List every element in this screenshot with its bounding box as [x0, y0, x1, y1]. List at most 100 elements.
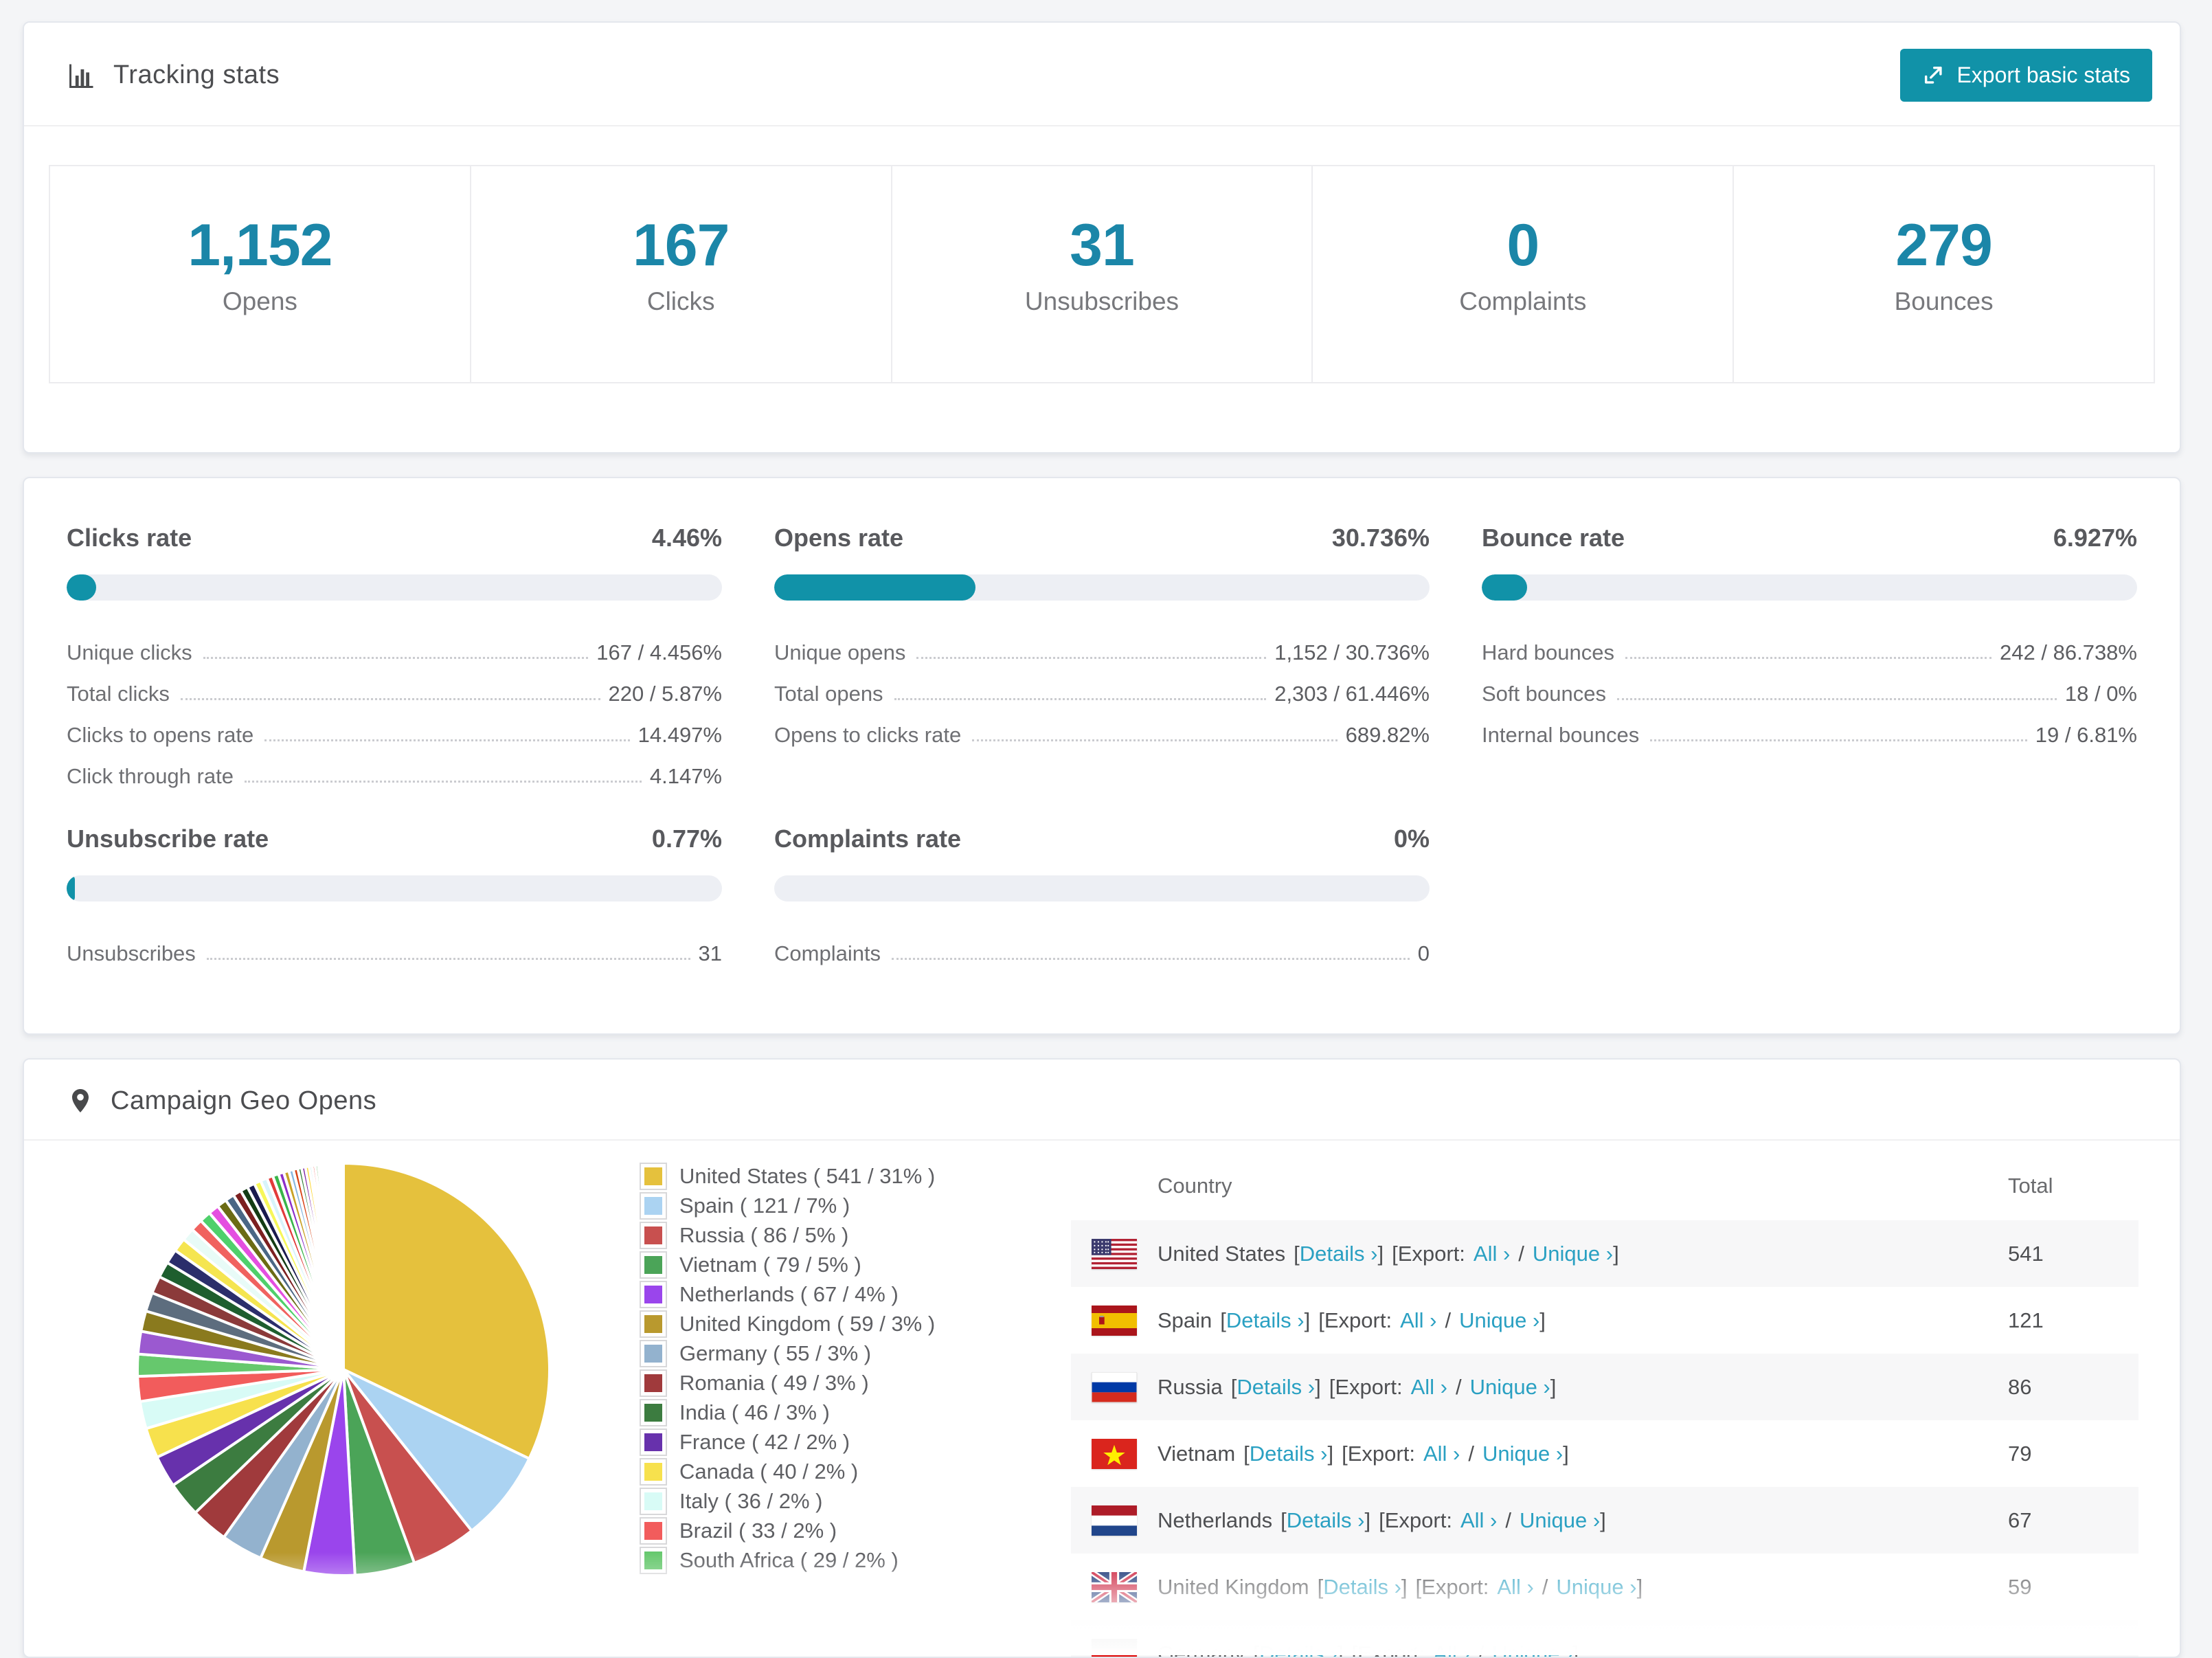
details-link[interactable]: Details › [1287, 1508, 1365, 1533]
export-label: Export: [1398, 1242, 1465, 1266]
dotted-leader [207, 958, 690, 960]
stat-box-clicks: 167 Clicks [470, 166, 891, 382]
export-all-link[interactable]: All › [1497, 1575, 1533, 1600]
geo-table-row-united-kingdom: United Kingdom [Details ›] [Export: All … [1071, 1554, 2138, 1620]
details-link[interactable]: Details › [1259, 1642, 1338, 1658]
export-unique-link[interactable]: Unique › [1492, 1642, 1572, 1658]
legend-label: Italy ( 36 / 2% ) [679, 1489, 822, 1514]
stat-row-label: Soft bounces [1482, 682, 1606, 706]
stat-value: 279 [1734, 216, 2154, 275]
country-total: 59 [2008, 1554, 2138, 1620]
export-basic-stats-button[interactable]: Export basic stats [1900, 49, 2152, 102]
progress-track [67, 875, 722, 901]
export-label: Export: [1335, 1375, 1402, 1400]
legend-label: Brazil ( 33 / 2% ) [679, 1519, 837, 1543]
stat-row-label: Hard bounces [1482, 640, 1614, 665]
dotted-leader [1617, 698, 2057, 700]
geo-table-row-spain: Spain [Details ›] [Export: All › / Uniqu… [1071, 1287, 2138, 1354]
details-link[interactable]: Details › [1250, 1442, 1328, 1466]
geo-table-row-united-states: United States [Details ›] [Export: All ›… [1071, 1220, 2138, 1287]
stat-label: Complaints [1313, 287, 1733, 316]
stat-row-soft-bounces: Soft bounces 18 / 0% [1482, 673, 2137, 715]
dotted-leader [203, 657, 589, 659]
export-label: Export: [1357, 1642, 1425, 1658]
dotted-leader [264, 739, 629, 741]
export-button-label: Export basic stats [1956, 63, 2130, 88]
stat-box-opens: 1,152 Opens [50, 166, 470, 382]
stat-row-value: 4.147% [650, 764, 722, 789]
export-unique-link[interactable]: Unique › [1470, 1375, 1550, 1400]
legend-item-russia: Russia ( 86 / 5% ) [641, 1220, 1026, 1250]
details-link[interactable]: Details › [1300, 1242, 1378, 1266]
stat-box-complaints: 0 Complaints [1311, 166, 1733, 382]
geo-table-row-vietnam: Vietnam [Details ›] [Export: All › / Uni… [1071, 1420, 2138, 1487]
stat-row-label: Unique clicks [67, 640, 192, 665]
legend-swatch [641, 1430, 666, 1455]
legend-swatch [641, 1341, 666, 1366]
legend-item-spain: Spain ( 121 / 7% ) [641, 1191, 1026, 1220]
export-all-link[interactable]: All › [1460, 1508, 1497, 1533]
legend-swatch [641, 1223, 666, 1248]
export-all-link[interactable]: All › [1433, 1642, 1469, 1658]
flag-ru-icon [1092, 1372, 1137, 1402]
stat-row-label: Opens to clicks rate [774, 723, 961, 748]
legend-item-united-states: United States ( 541 / 31% ) [641, 1161, 1026, 1191]
progress-track [774, 574, 1430, 601]
bar-chart-icon [67, 60, 97, 91]
export-unique-link[interactable]: Unique › [1459, 1308, 1539, 1333]
country-name: Germany [1158, 1642, 1245, 1658]
export-unique-link[interactable]: Unique › [1533, 1242, 1613, 1266]
flag-us-icon [1092, 1239, 1137, 1269]
country-name: Netherlands [1158, 1508, 1272, 1533]
stat-label: Opens [50, 287, 470, 316]
pie-legend: United States ( 541 / 31% ) Spain ( 121 … [641, 1161, 1026, 1575]
progress-fill [67, 574, 96, 601]
details-link[interactable]: Details › [1323, 1575, 1401, 1600]
stat-row-unique-opens: Unique opens 1,152 / 30.736% [774, 632, 1430, 673]
stat-row-internal-bounces: Internal bounces 19 / 6.81% [1482, 715, 2137, 756]
stat-label: Bounces [1734, 287, 2154, 316]
rate-value: 0% [1394, 825, 1430, 853]
legend-label: Russia ( 86 / 5% ) [679, 1223, 848, 1248]
legend-label: United Kingdom ( 59 / 3% ) [679, 1312, 935, 1336]
rate-value: 4.46% [652, 524, 722, 552]
stat-row-total-opens: Total opens 2,303 / 61.446% [774, 673, 1430, 715]
export-all-link[interactable]: All › [1474, 1242, 1510, 1266]
rates-grid: Clicks rate 4.46% Unique clicks 167 / 4.… [24, 478, 2180, 1033]
stat-row-complaints: Complaints 0 [774, 933, 1430, 974]
country-name: United States [1158, 1242, 1285, 1266]
legend-label: France ( 42 / 2% ) [679, 1430, 850, 1455]
export-unique-link[interactable]: Unique › [1556, 1575, 1636, 1600]
dotted-leader [181, 698, 600, 700]
legend-swatch [641, 1194, 666, 1218]
legend-swatch [641, 1400, 666, 1425]
stat-row-label: Click through rate [67, 764, 234, 789]
dotted-leader [1625, 657, 1991, 659]
legend-item-vietnam: Vietnam ( 79 / 5% ) [641, 1250, 1026, 1279]
legend-swatch [641, 1371, 666, 1396]
bounce-rate-block: Bounce rate 6.927% Hard bounces 242 / 86… [1482, 524, 2137, 797]
legend-label: Romania ( 49 / 3% ) [679, 1371, 869, 1396]
stat-row-unique-clicks: Unique clicks 167 / 4.456% [67, 632, 722, 673]
export-unique-link[interactable]: Unique › [1482, 1442, 1563, 1466]
progress-fill [67, 875, 75, 901]
export-all-link[interactable]: All › [1400, 1308, 1436, 1333]
stat-value: 0 [1313, 216, 1733, 275]
export-unique-link[interactable]: Unique › [1520, 1508, 1600, 1533]
stat-label: Unsubscribes [892, 287, 1312, 316]
export-all-link[interactable]: All › [1423, 1442, 1460, 1466]
column-header-total: Total [2008, 1153, 2138, 1220]
country-name: Spain [1158, 1308, 1212, 1333]
geo-opens-body: United States ( 541 / 31% ) Spain ( 121 … [24, 1141, 2180, 1658]
dotted-leader [245, 781, 642, 783]
legend-label: Canada ( 40 / 2% ) [679, 1459, 858, 1484]
details-link[interactable]: Details › [1226, 1308, 1305, 1333]
stat-row-label: Total clicks [67, 682, 170, 706]
geo-table-wrap: Country Total United States [Details ›] … [1071, 1153, 2138, 1658]
export-all-link[interactable]: All › [1411, 1375, 1447, 1400]
rate-value: 30.736% [1332, 524, 1430, 552]
details-link[interactable]: Details › [1237, 1375, 1315, 1400]
stat-row-value: 18 / 0% [2065, 682, 2137, 706]
legend-item-germany: Germany ( 55 / 3% ) [641, 1338, 1026, 1368]
